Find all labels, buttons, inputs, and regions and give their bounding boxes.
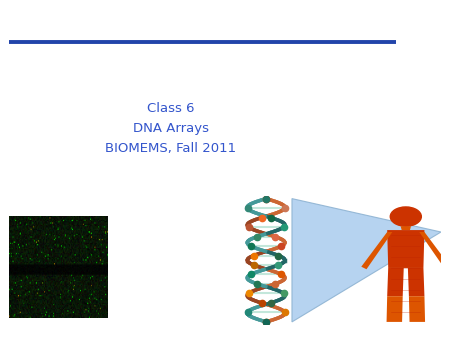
Text: Class 6
DNA Arrays
BIOMEMS, Fall 2011: Class 6 DNA Arrays BIOMEMS, Fall 2011 <box>105 102 237 155</box>
